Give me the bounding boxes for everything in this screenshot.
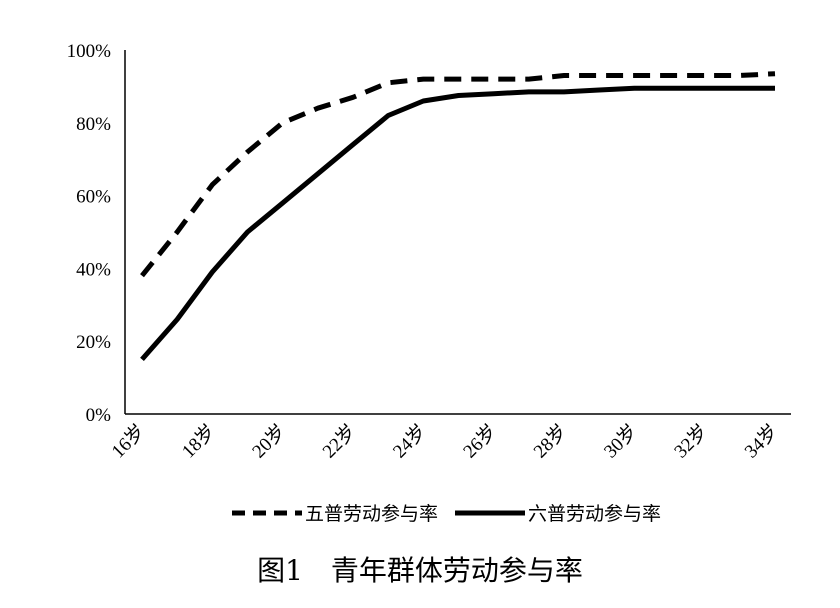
x-tick-label: 34岁 (740, 420, 782, 462)
series-line-0 (140, 71, 776, 278)
x-tick-label: 30岁 (599, 420, 641, 462)
x-tick-label: 16岁 (107, 420, 149, 462)
x-tick-label: 24岁 (388, 420, 430, 462)
figure-caption: 图1 青年群体劳动参与率 (257, 554, 583, 587)
series-layer (140, 71, 776, 362)
y-tick-label: 40% (76, 259, 111, 280)
x-tick-label: 20岁 (248, 420, 290, 462)
x-tick-label: 26岁 (459, 420, 501, 462)
y-tick-label: 80% (76, 114, 111, 135)
x-tick-label: 28岁 (529, 420, 571, 462)
y-tick-label: 60% (76, 187, 111, 208)
y-tick-label: 100% (67, 41, 112, 62)
legend-label-series-1: 六普劳动参与率 (528, 503, 661, 525)
y-tick-label: 20% (76, 332, 111, 353)
x-tick-label: 22岁 (318, 420, 360, 462)
legend-label-series-0: 五普劳动参与率 (305, 503, 438, 525)
y-tick-label: 0% (86, 405, 112, 426)
x-tick-label: 32岁 (670, 420, 712, 462)
y-axis-ticks: 0% 20% 40% 60% 80% 100% (67, 41, 112, 426)
x-tick-label: 18岁 (177, 420, 219, 462)
x-axis-ticks: 16岁 18岁 20岁 22岁 24岁 26岁 28岁 30岁 32岁 34岁 (107, 420, 782, 462)
legend: 五普劳动参与率 六普劳动参与率 (232, 503, 661, 525)
series-line-1 (140, 85, 775, 362)
